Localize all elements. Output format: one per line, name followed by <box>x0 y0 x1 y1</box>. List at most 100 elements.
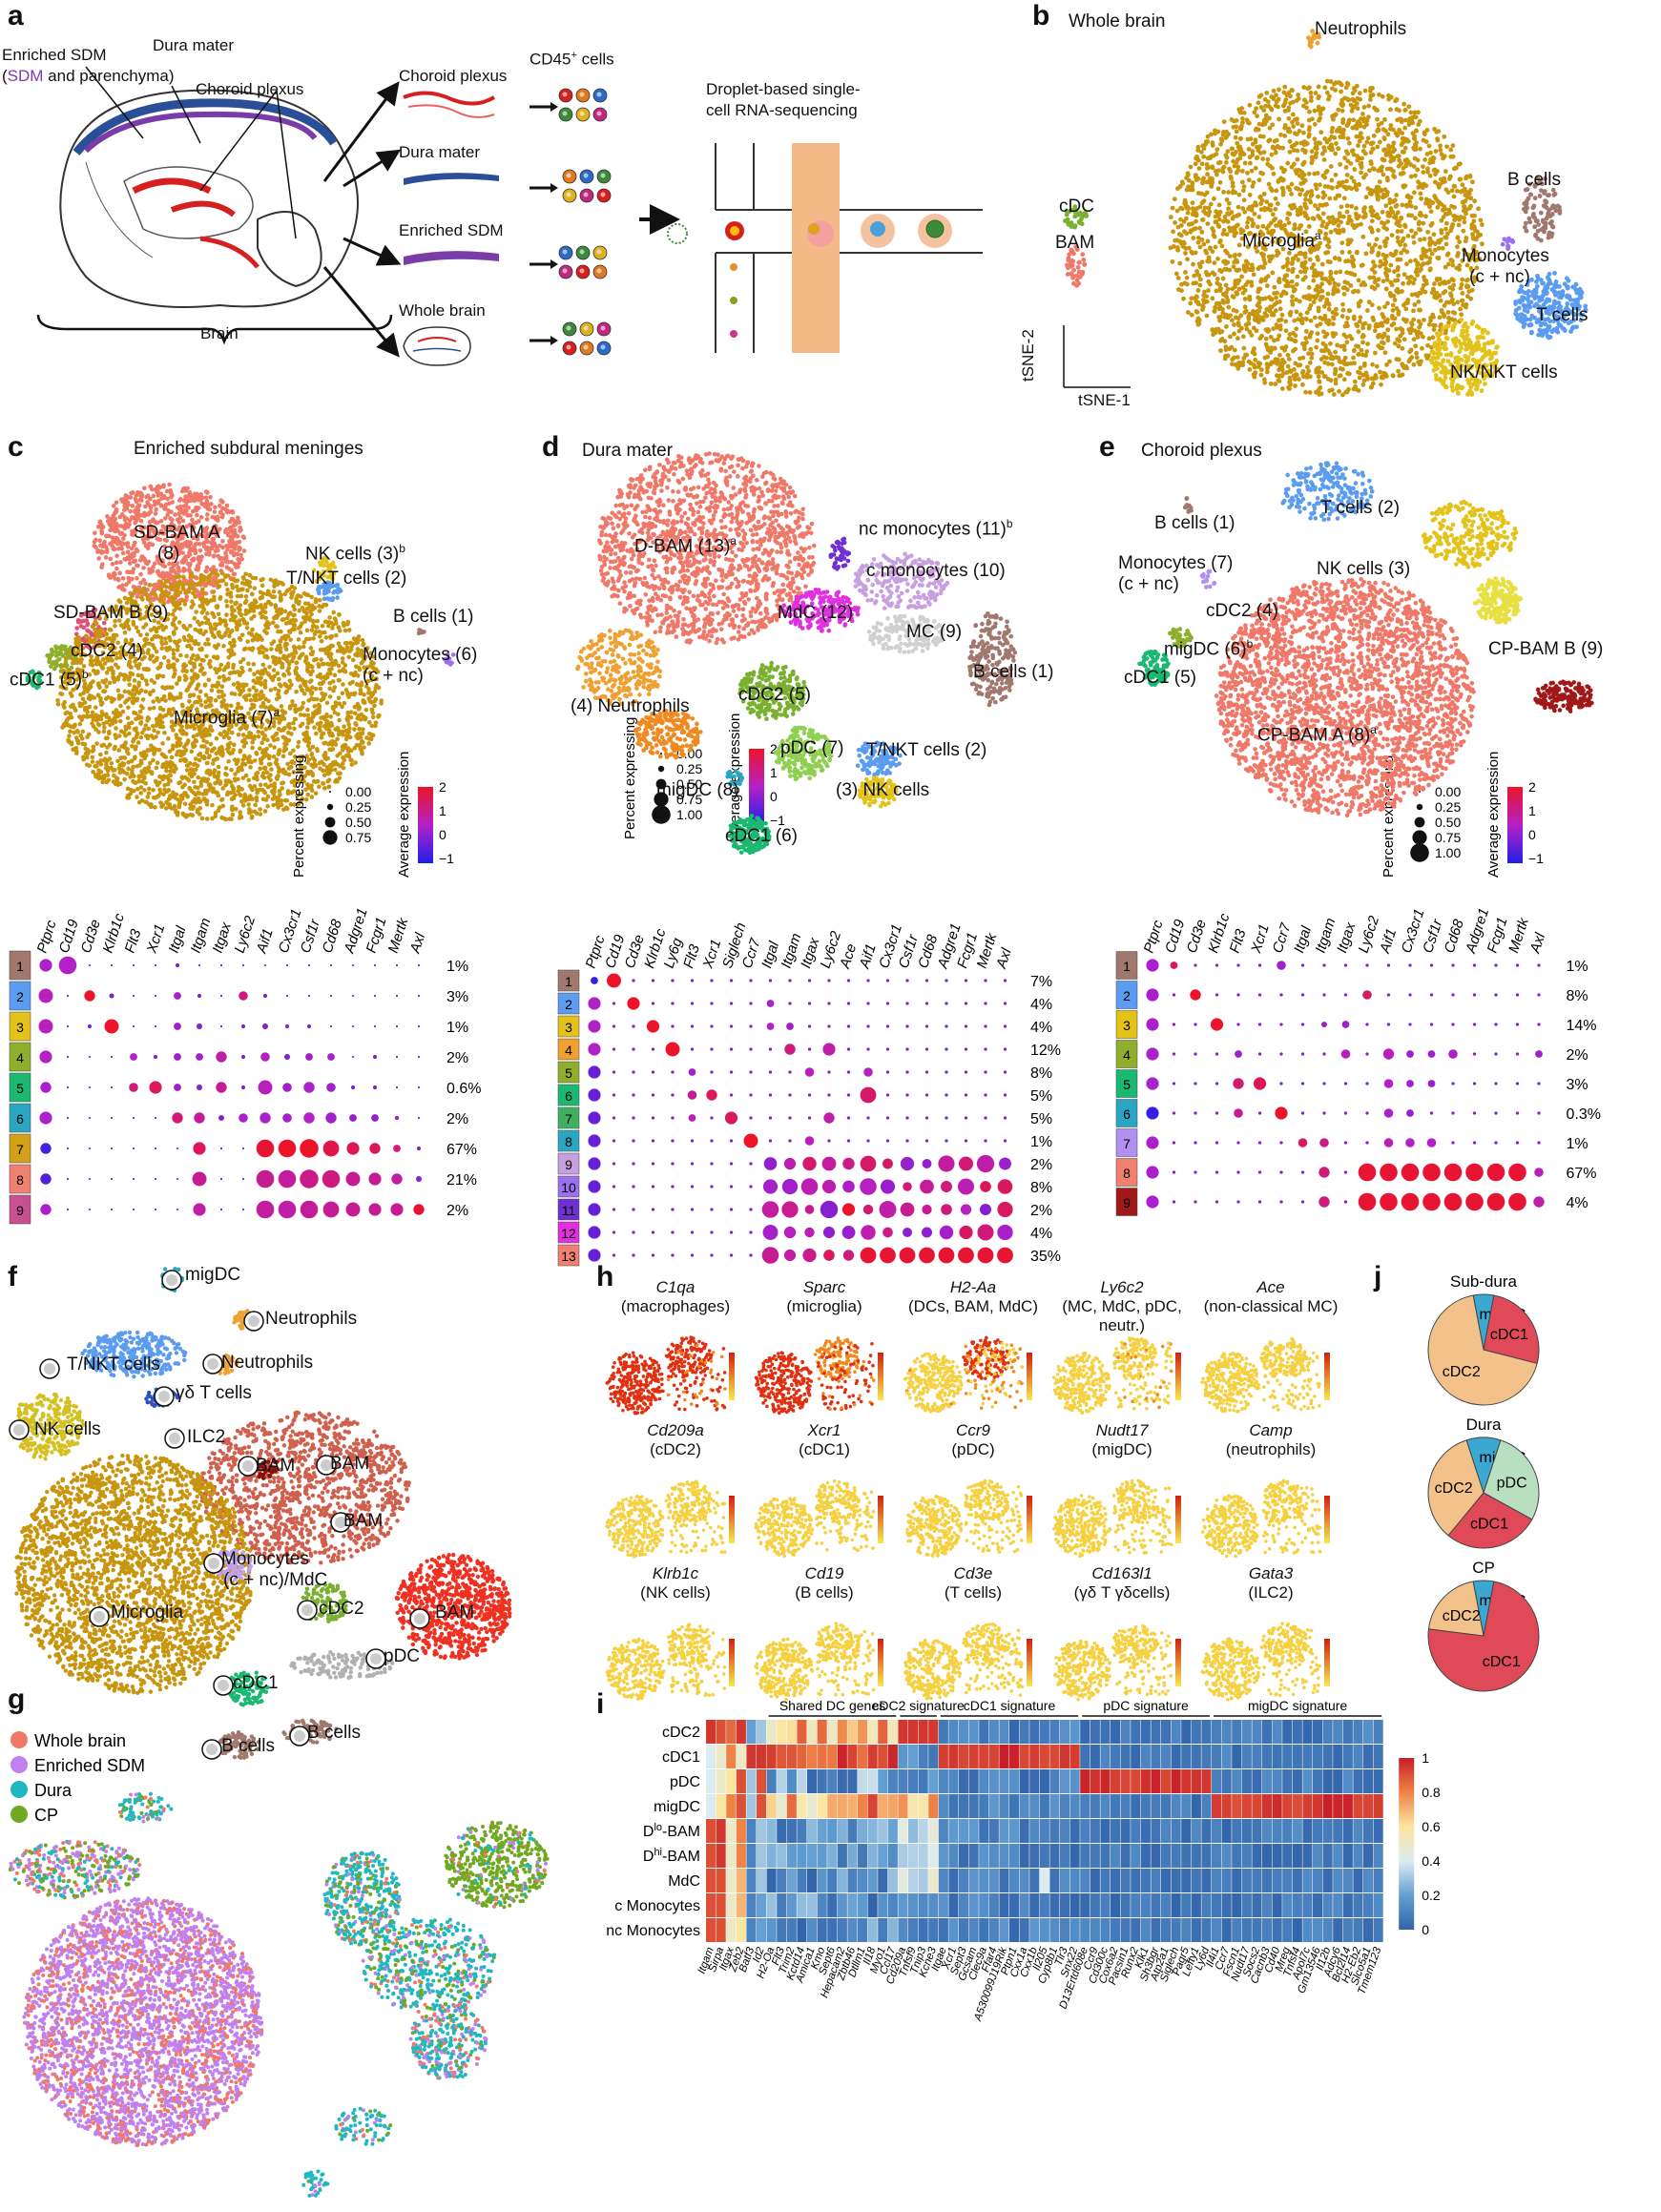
cell-point <box>84 2078 89 2082</box>
cell-point <box>59 2076 64 2080</box>
cell-point <box>196 2087 200 2092</box>
expression-dot <box>390 1203 404 1216</box>
cell-point <box>139 2132 144 2137</box>
cell-point <box>123 2055 128 2059</box>
cell-point <box>70 1955 74 1960</box>
cell-point <box>198 1946 203 1951</box>
c-microglia-sup: a <box>274 706 280 719</box>
cell-point <box>89 2067 93 2072</box>
cell-point <box>45 1947 50 1952</box>
cell-point <box>62 1928 67 1933</box>
cell-point <box>537 1856 542 1861</box>
cluster-row-box <box>9 1164 31 1194</box>
cell-point <box>148 1912 153 1916</box>
expression-dot <box>945 1070 948 1074</box>
expression-dot <box>607 973 621 988</box>
cell-point <box>135 1944 139 1949</box>
cell-point <box>505 1885 509 1890</box>
cluster-row-box <box>9 950 31 981</box>
cell-point <box>207 1927 212 1932</box>
cell-point <box>135 1984 139 1989</box>
cell-point <box>75 1934 80 1939</box>
expression-dot <box>417 994 421 998</box>
panel-b-title: Whole brain <box>1069 11 1165 32</box>
expression-dot <box>632 1024 635 1028</box>
cell-point <box>490 1834 495 1839</box>
expression-dot <box>345 1171 361 1187</box>
expression-dot <box>1279 1200 1283 1204</box>
cell-point <box>200 1984 205 1989</box>
panel-letter-g: g <box>8 1684 25 1716</box>
cell-point <box>192 1987 197 1992</box>
expression-dot <box>1343 1082 1348 1085</box>
cell-point <box>128 2068 133 2073</box>
cell-point <box>109 2038 114 2043</box>
cell-point <box>138 1975 143 1980</box>
expression-dot <box>1451 1111 1455 1115</box>
expression-dot <box>749 1047 753 1051</box>
cell-point <box>230 2025 235 2030</box>
expression-dot <box>197 1023 202 1029</box>
cluster-row-box <box>557 1106 580 1129</box>
cell-point <box>135 2142 140 2147</box>
cell-point <box>102 2136 107 2140</box>
cell-point <box>98 2003 103 2008</box>
cell-point <box>120 1939 125 1944</box>
cell-point <box>471 1861 476 1866</box>
cluster-points <box>316 580 343 603</box>
cell-point <box>231 1943 236 1948</box>
cell-point <box>156 2056 161 2060</box>
expression-dot <box>612 1116 616 1120</box>
expression-dot <box>1451 963 1455 967</box>
cell-point <box>48 1954 52 1959</box>
expression-dot <box>239 991 248 1001</box>
cell-point <box>56 1997 61 2002</box>
cell-point <box>186 1914 191 1919</box>
cell-point <box>55 1970 60 1974</box>
expression-dot <box>997 1201 1013 1218</box>
cell-point <box>483 1830 488 1834</box>
cluster-marker-dot <box>206 1744 218 1755</box>
expression-dot <box>729 1162 734 1166</box>
cell-point <box>508 1889 512 1893</box>
expression-dot <box>846 1047 851 1051</box>
expression-dot <box>749 1024 753 1028</box>
expression-dot <box>1279 993 1283 997</box>
expression-dot <box>1494 963 1498 967</box>
cell-point <box>101 2071 106 2076</box>
cell-point <box>110 2088 114 2093</box>
c-label-sdbam-a-2: (8) <box>157 544 179 565</box>
cell-point <box>50 2062 54 2067</box>
cell-point <box>121 1908 126 1912</box>
panel-c-title: Enriched subdural meninges <box>134 439 363 460</box>
cell-point <box>185 2014 190 2018</box>
cell-point <box>214 2090 218 2095</box>
expression-dot <box>612 1185 616 1189</box>
expression-dot <box>763 1157 778 1170</box>
cell-point <box>132 1964 136 1969</box>
cell-point <box>494 1838 499 1843</box>
expression-dot <box>262 993 268 999</box>
cell-point <box>100 2011 105 2016</box>
cluster-row-box <box>1115 1010 1138 1039</box>
expression-dot <box>920 1179 934 1194</box>
cell-point <box>96 1910 101 1914</box>
cell-point <box>101 2086 106 2091</box>
cell-point <box>92 1973 96 1977</box>
legend-avg-title: Average expression <box>1485 752 1502 878</box>
cell-point <box>109 1951 114 1955</box>
legend-size-label: 0.75 <box>1435 830 1461 845</box>
expression-dot <box>1300 1170 1305 1174</box>
gene-label: Flt3 <box>122 927 145 956</box>
panel-letter-c: c <box>8 431 24 464</box>
expression-dot <box>1215 1052 1219 1056</box>
cell-point <box>65 2042 70 2047</box>
cell-point <box>212 1937 217 1942</box>
cell-point <box>198 1938 203 1943</box>
cell-point <box>257 1993 261 1997</box>
cluster-points <box>1500 236 1516 252</box>
expression-dot <box>945 1047 948 1051</box>
cell-point <box>57 1994 62 1998</box>
expression-dot <box>263 963 267 967</box>
expression-dot <box>395 963 399 967</box>
